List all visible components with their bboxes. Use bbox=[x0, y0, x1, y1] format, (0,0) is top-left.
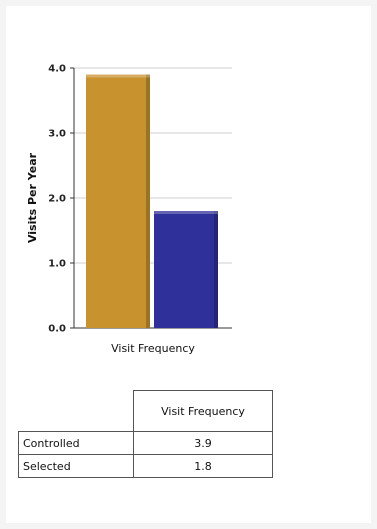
table-cell-value: 1.8 bbox=[133, 454, 273, 478]
bar-top-highlight bbox=[154, 211, 218, 214]
table-row: Selected 1.8 bbox=[18, 454, 273, 478]
table-corner bbox=[19, 391, 134, 432]
y-tick-label: 1.0 bbox=[48, 259, 66, 270]
bar-shade bbox=[146, 74, 150, 328]
table-row: Controlled 3.9 bbox=[18, 431, 273, 455]
y-tick-labels: 0.0 1.0 2.0 3.0 4.0 bbox=[48, 64, 66, 335]
table-column-header: Visit Frequency bbox=[133, 390, 273, 432]
table-header-row: Visit Frequency bbox=[19, 390, 273, 432]
bar-selected bbox=[154, 211, 218, 328]
bar-top-highlight bbox=[86, 74, 150, 78]
bar-chart: 0.0 1.0 2.0 3.0 4.0 Visit Frequency Visits P… bbox=[26, 64, 232, 355]
y-axis-label: Visits Per Year bbox=[26, 152, 39, 243]
bars bbox=[86, 74, 218, 328]
report-card: 0.0 1.0 2.0 3.0 4.0 Visit Frequency Visits P… bbox=[6, 6, 371, 523]
y-tick-label: 4.0 bbox=[48, 64, 66, 75]
y-tick-label: 0.0 bbox=[48, 324, 66, 335]
table-row-label: Selected bbox=[18, 454, 134, 478]
data-table: Visit Frequency Controlled 3.9 Selected … bbox=[18, 390, 273, 478]
table-cell-value: 3.9 bbox=[133, 431, 273, 455]
table-row-label: Controlled bbox=[18, 431, 134, 455]
bar-controlled bbox=[86, 74, 150, 328]
y-tick-label: 3.0 bbox=[48, 129, 66, 140]
bar-shade bbox=[214, 211, 218, 328]
x-axis-label: Visit Frequency bbox=[111, 342, 195, 355]
y-tick-label: 2.0 bbox=[48, 194, 66, 205]
